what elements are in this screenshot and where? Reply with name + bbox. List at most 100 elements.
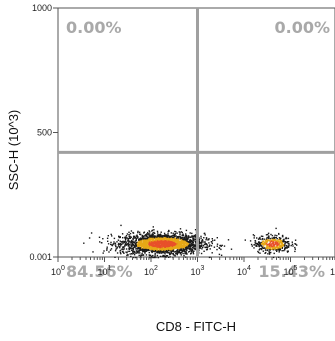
event-dot <box>167 236 169 238</box>
event-dot <box>269 252 271 254</box>
event-dot <box>200 235 202 238</box>
event-dot <box>271 237 273 239</box>
event-dot <box>268 235 270 237</box>
event-dot <box>149 245 152 248</box>
event-dot <box>149 237 151 239</box>
event-dot <box>257 250 259 253</box>
event-dot <box>177 242 179 245</box>
event-dot <box>275 248 277 250</box>
event-dot <box>158 243 160 246</box>
event-dot <box>126 237 128 239</box>
event-dot <box>189 250 191 252</box>
event-dot <box>156 241 158 243</box>
event-dot <box>148 245 150 247</box>
event-dot <box>281 242 283 244</box>
event-dot <box>167 240 170 242</box>
event-dot <box>192 251 194 254</box>
event-dot <box>142 235 144 237</box>
event-dot <box>180 245 182 248</box>
event-dot <box>176 253 178 256</box>
event-dot <box>187 251 190 253</box>
event-dot <box>203 232 205 235</box>
event-dot <box>90 232 93 234</box>
event-dot <box>141 246 143 248</box>
event-dot <box>147 248 149 250</box>
event-dot <box>275 243 277 246</box>
event-dot <box>194 229 197 231</box>
event-dot <box>147 233 149 236</box>
event-dot <box>125 235 128 237</box>
event-dot <box>155 239 157 242</box>
event-dot <box>132 231 134 234</box>
event-dot <box>110 233 112 236</box>
event-dot <box>174 233 176 235</box>
event-dot <box>185 248 187 250</box>
event-dot <box>274 234 276 236</box>
event-dot <box>176 237 178 239</box>
event-dot <box>130 230 133 232</box>
event-dot <box>175 238 177 241</box>
event-dot <box>146 242 148 245</box>
event-dot <box>144 234 147 236</box>
event-dot <box>194 240 196 243</box>
event-dot <box>154 247 156 249</box>
event-dot <box>164 243 167 245</box>
event-dot <box>172 245 175 247</box>
event-dot <box>139 243 141 246</box>
event-dot <box>150 238 152 241</box>
event-dot <box>184 240 186 242</box>
event-dot <box>191 244 193 246</box>
event-dot <box>139 252 141 254</box>
event-dot <box>188 248 191 250</box>
event-dot <box>127 250 129 253</box>
event-dot <box>264 242 266 244</box>
event-dot <box>140 237 142 239</box>
event-dot <box>278 249 280 252</box>
event-dot <box>166 237 169 239</box>
event-dot <box>144 250 146 252</box>
event-dot <box>123 246 125 248</box>
event-dot <box>295 243 297 245</box>
event-dot <box>155 243 157 245</box>
event-dot <box>186 247 189 250</box>
event-dot <box>156 235 158 237</box>
event-dot <box>155 236 158 238</box>
event-dot <box>123 240 126 243</box>
event-dot <box>146 239 148 242</box>
event-dot <box>134 252 136 254</box>
event-dot <box>165 250 167 252</box>
event-dot <box>269 249 271 251</box>
event-dot <box>124 238 127 240</box>
x-tick-label: 102 <box>144 265 158 277</box>
event-dot <box>265 242 267 245</box>
event-dot <box>122 249 124 251</box>
event-dot <box>188 241 191 243</box>
event-dot <box>166 244 168 246</box>
event-dot <box>167 234 169 237</box>
event-dot <box>259 238 261 240</box>
event-dot <box>172 250 174 252</box>
event-dot <box>272 237 275 239</box>
event-dot <box>164 253 166 255</box>
event-dot <box>278 248 281 250</box>
event-dot <box>213 246 216 248</box>
event-dot <box>177 247 179 249</box>
event-dot <box>278 247 281 249</box>
event-dot <box>154 236 156 238</box>
event-dot <box>182 234 185 236</box>
event-dot <box>291 241 293 243</box>
event-dot <box>128 237 131 240</box>
event-dot <box>131 253 133 255</box>
event-dot <box>142 237 145 240</box>
event-dot <box>161 248 163 250</box>
event-dot <box>175 244 178 246</box>
event-dot <box>294 248 296 250</box>
event-dot <box>183 242 185 244</box>
event-dot <box>267 232 270 234</box>
event-dot <box>181 242 184 244</box>
event-dot <box>152 245 154 248</box>
event-dot <box>152 244 154 246</box>
event-dot <box>83 242 85 244</box>
event-dot <box>120 224 122 227</box>
event-dot <box>145 254 148 256</box>
